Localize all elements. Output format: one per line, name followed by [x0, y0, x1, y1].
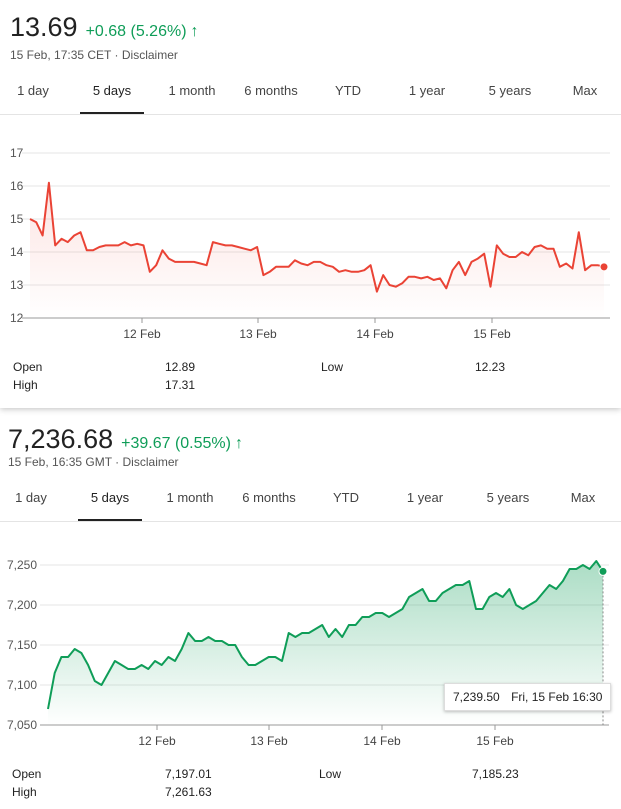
tab-1-day[interactable]: 1 day — [15, 490, 47, 505]
tab-6-months[interactable]: 6 months — [244, 83, 298, 98]
high-value: 17.31 — [165, 378, 196, 392]
range-tabs: 1 day 5 days 1 month 6 months YTD 1 year 5 yea… — [0, 481, 621, 522]
timestamp: 15 Feb, 16:35 GMT — [8, 455, 112, 469]
high-label: High — [13, 378, 38, 392]
price-change: +39.67 (0.55%) — [121, 435, 231, 452]
x-tick-label: 14 Feb — [363, 734, 401, 748]
series-line — [29, 181, 605, 293]
price-chart: 12 13 14 15 16 17 12 Feb 13 Feb 14 Feb 15 Feb — [10, 146, 610, 341]
x-tick-label: 14 Feb — [356, 327, 394, 341]
y-tick-label: 16 — [10, 179, 24, 193]
y-tick-label: 7,250 — [7, 558, 37, 572]
series-line — [47, 560, 604, 710]
open-value: 12.89 — [165, 360, 196, 374]
timestamp: 15 Feb, 17:35 CET — [10, 48, 112, 62]
y-tick-label: 7,150 — [7, 638, 37, 652]
low-label: Low — [319, 767, 342, 781]
low-label: Low — [321, 360, 344, 374]
tab-ytd[interactable]: YTD — [335, 83, 361, 98]
price-chart: 7,050 7,100 7,150 7,200 7,250 12 Feb 13 Feb 14 … — [7, 558, 609, 748]
timestamp-line: 15 Feb, 16:35 GMT · Disclaimer — [8, 455, 179, 469]
x-tick-label: 12 Feb — [138, 734, 176, 748]
x-tick-label: 15 Feb — [473, 327, 511, 341]
series-area — [30, 182, 604, 318]
tab-max[interactable]: Max — [572, 83, 598, 98]
y-tick-label: 13 — [10, 278, 24, 292]
tab-ytd[interactable]: YTD — [333, 490, 359, 505]
low-value: 7,185.23 — [472, 767, 519, 781]
tab-1-year[interactable]: 1 year — [408, 83, 446, 98]
x-tick-label: 12 Feb — [123, 327, 161, 341]
low-value: 12.23 — [475, 360, 506, 374]
up-arrow-icon: ↑ — [190, 23, 199, 40]
y-tick-label: 15 — [10, 212, 24, 226]
last-point-marker — [599, 262, 609, 272]
tab-1-month[interactable]: 1 month — [168, 83, 216, 98]
disclaimer-link[interactable]: Disclaimer — [121, 48, 178, 62]
tab-1-month[interactable]: 1 month — [166, 490, 214, 505]
tab-1-year[interactable]: 1 year — [406, 490, 444, 505]
timestamp-line: 15 Feb, 17:35 CET · Disclaimer — [10, 48, 178, 62]
open-label: Open — [12, 767, 42, 781]
tab-5-days[interactable]: 5 days — [80, 74, 144, 114]
price: 7,236.68 — [8, 424, 114, 454]
y-tick-label: 7,050 — [7, 718, 37, 732]
y-tick-label: 12 — [10, 311, 24, 325]
price-change: +0.68 (5.26%) — [85, 23, 187, 40]
open-value: 7,197.01 — [165, 767, 212, 781]
last-point-marker — [598, 566, 608, 576]
disclaimer-link[interactable]: Disclaimer — [122, 455, 179, 469]
up-arrow-icon: ↑ — [234, 435, 243, 452]
price: 13.69 — [10, 12, 78, 42]
tab-5-days[interactable]: 5 days — [78, 481, 142, 521]
y-tick-label: 7,100 — [7, 678, 37, 692]
y-tick-label: 7,200 — [7, 598, 37, 612]
high-value: 7,261.63 — [165, 785, 212, 799]
tab-1-day[interactable]: 1 day — [17, 83, 49, 98]
tab-6-months[interactable]: 6 months — [242, 490, 296, 505]
x-tick-label: 15 Feb — [476, 734, 514, 748]
open-label: Open — [13, 360, 43, 374]
price-row: 7,236.68 +39.67 (0.55%) ↑ — [8, 424, 243, 455]
quote-card-2: 7,236.68 +39.67 (0.55%) ↑ 15 Feb, 16:35 … — [0, 408, 621, 809]
tab-5-years[interactable]: 5 years — [486, 490, 530, 505]
y-tick-label: 17 — [10, 146, 24, 160]
tooltip-value: 7,239.50 — [453, 690, 500, 704]
range-tabs: 1 day 5 days 1 month 6 months YTD 1 year 5 yea… — [0, 74, 621, 115]
x-tick-label: 13 Feb — [239, 327, 277, 341]
y-tick-label: 14 — [10, 245, 24, 259]
chart-tooltip: 7,239.50 Fri, 15 Feb 16:30 — [444, 683, 612, 711]
tab-5-years[interactable]: 5 years — [488, 83, 532, 98]
x-tick-label: 13 Feb — [250, 734, 288, 748]
quote-card-1: 13.69 +0.68 (5.26%) ↑ 15 Feb, 17:35 CET … — [0, 12, 621, 392]
price-row: 13.69 +0.68 (5.26%) ↑ — [10, 12, 199, 43]
tooltip-time: Fri, 15 Feb 16:30 — [511, 690, 603, 704]
tab-max[interactable]: Max — [570, 490, 596, 505]
high-label: High — [12, 785, 37, 799]
